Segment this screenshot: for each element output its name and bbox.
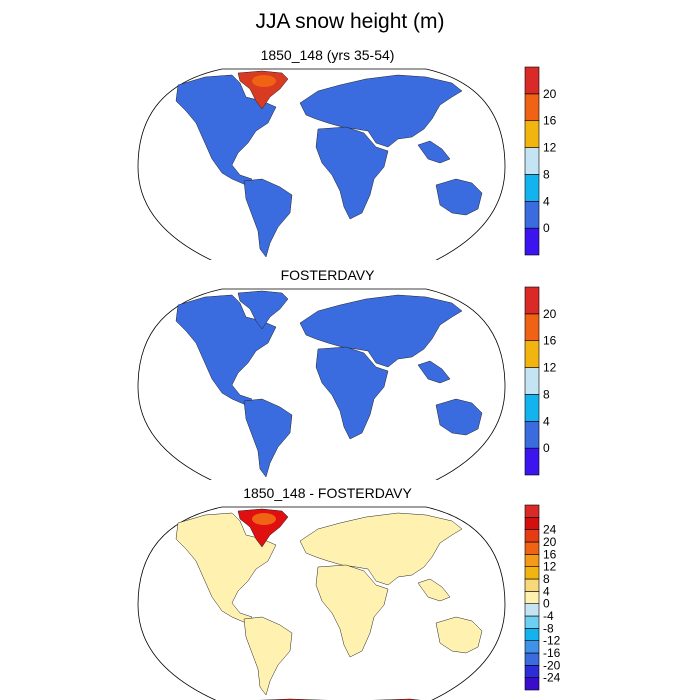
colorbar-tick-label: 16 <box>543 547 557 561</box>
world-map <box>137 68 506 260</box>
continent-australia <box>435 398 483 436</box>
greenland-core-region <box>252 513 276 525</box>
continent-north-america <box>175 294 277 406</box>
colorbar-bin <box>524 615 540 629</box>
greenland-core-region <box>252 295 276 307</box>
colorbar-bin <box>524 93 540 122</box>
colorbar-bin <box>524 286 540 315</box>
colorbar-bin <box>524 66 540 95</box>
colorbar-tick-label: -4 <box>543 609 554 623</box>
colorbar-tick-label: -8 <box>543 621 554 635</box>
panel-2: FOSTERDAVY 0 4 8 12 16 20 <box>0 265 700 480</box>
panel-title: 1850_148 - FOSTERDAVY <box>243 485 412 501</box>
colorbar-tick-label: 4 <box>543 194 550 208</box>
world-map <box>137 506 506 700</box>
colorbar-tick-label: 4 <box>543 414 550 428</box>
panel-title: 1850_148 (yrs 35-54) <box>260 47 395 63</box>
colorbar: 0 4 8 12 16 20 <box>524 286 557 476</box>
continent-se-asia <box>417 140 451 164</box>
colorbar-bin <box>524 367 540 395</box>
colorbar-tick-label: 8 <box>543 167 550 181</box>
colorbar-bin <box>524 652 540 666</box>
colorbar-bin <box>524 529 540 543</box>
colorbar: 0 4 8 12 16 20 <box>524 66 557 256</box>
continent-north-america <box>175 74 277 186</box>
colorbar-tick-label: 20 <box>543 307 557 321</box>
colorbar-tick-label: -24 <box>543 671 561 685</box>
colorbar-tick-label: -20 <box>543 658 561 672</box>
colorbar-bin <box>524 340 540 368</box>
colorbar-tick-label: 24 <box>543 523 557 537</box>
colorbar-bin <box>524 517 540 530</box>
greenland-core-region <box>252 75 276 87</box>
continent-africa <box>315 346 389 440</box>
continent-south-america <box>243 398 293 478</box>
colorbar-bin <box>524 554 540 567</box>
continent-africa <box>315 126 389 220</box>
continent-south-america <box>243 616 293 696</box>
colorbar-tick-label: 0 <box>543 441 550 455</box>
colorbar-tick-label: 0 <box>543 221 550 235</box>
colorbar-bin <box>524 147 540 175</box>
colorbar-bin <box>524 447 540 476</box>
colorbar-tick-label: 0 <box>543 597 550 611</box>
colorbar-tick-label: 20 <box>543 87 557 101</box>
colorbar-bin <box>524 578 540 592</box>
panel-title: FOSTERDAVY <box>280 267 375 283</box>
colorbar-tick-label: 20 <box>543 535 557 549</box>
colorbar-tick-label: 8 <box>543 572 550 586</box>
continent-australia <box>435 178 483 216</box>
colorbar-tick-label: -16 <box>543 646 561 660</box>
colorbar-bin <box>524 227 540 256</box>
continent-se-asia <box>417 360 451 384</box>
continent-se-asia <box>417 578 451 602</box>
continent-eurasia <box>299 294 463 368</box>
continent-eurasia <box>299 74 463 148</box>
panel-1: 1850_148 (yrs 35-54) 0 4 8 12 16 20 <box>0 45 700 260</box>
figure-title: JJA snow height (m) <box>255 10 445 33</box>
continent-eurasia <box>299 512 463 586</box>
colorbar-bin <box>524 603 540 617</box>
colorbar-tick-label: 16 <box>543 114 557 128</box>
colorbar-bin <box>524 394 540 422</box>
colorbar-bin <box>524 591 540 604</box>
colorbar-bin <box>524 640 540 654</box>
colorbar-bin <box>524 504 540 518</box>
colorbar-bin <box>524 566 540 580</box>
continent-north-america <box>175 512 277 624</box>
colorbar-tick-label: 12 <box>543 141 557 155</box>
colorbar-bin <box>524 677 540 691</box>
colorbar-bin <box>524 665 540 678</box>
continent-south-america <box>243 178 293 258</box>
panel-3: 1850_148 - FOSTERDAVY -24 -20 -16 -12 -8 -4 0 4… <box>0 483 700 700</box>
continent-australia <box>435 616 483 654</box>
colorbar-tick-label: 4 <box>543 584 550 598</box>
colorbar-bin <box>524 541 540 555</box>
colorbar-bin <box>524 313 540 342</box>
colorbar-tick-label: 16 <box>543 334 557 348</box>
colorbar-tick-label: 12 <box>543 361 557 375</box>
colorbar-tick-label: 12 <box>543 560 557 574</box>
colorbar-tick-label: -12 <box>543 634 561 648</box>
colorbar-bin <box>524 420 540 449</box>
colorbar-bin <box>524 174 540 202</box>
world-map <box>137 288 506 480</box>
colorbar-tick-label: 8 <box>543 387 550 401</box>
colorbar-bin <box>524 200 540 229</box>
continent-africa <box>315 564 389 658</box>
colorbar-bin <box>524 120 540 148</box>
colorbar-bin <box>524 628 540 641</box>
